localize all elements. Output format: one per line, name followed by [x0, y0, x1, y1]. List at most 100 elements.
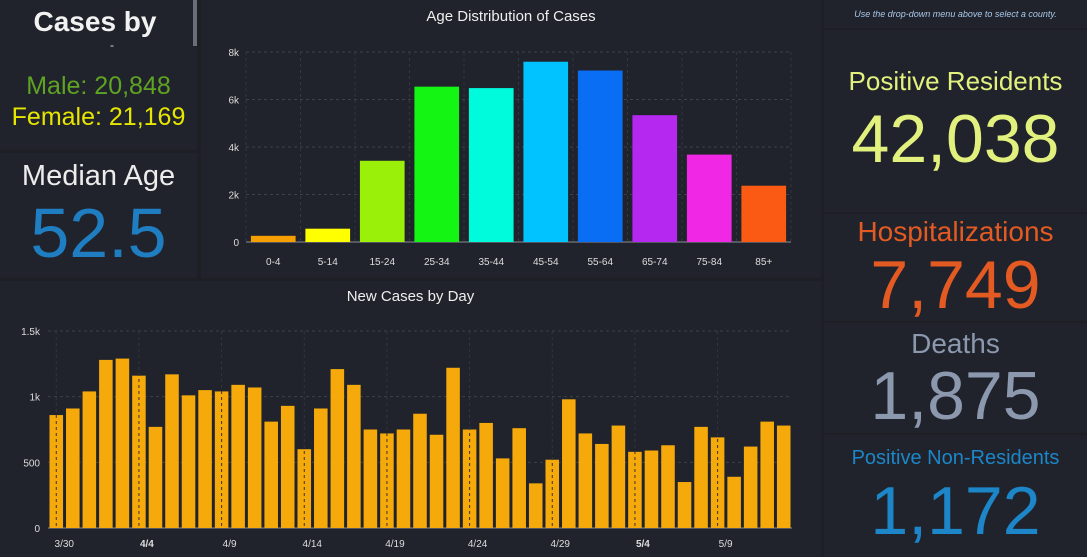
age-bar-25-34: [414, 86, 460, 242]
county-note-panel: Use the drop-down menu above to select a…: [824, 0, 1087, 28]
daily-bar-4/21: [413, 413, 427, 528]
age-chart-x-tick: 5-14: [318, 257, 338, 268]
age-chart-y-tick: 0: [233, 238, 239, 249]
age-chart-title: Age Distribution of Cases: [426, 8, 596, 25]
positive-residents-panel: Positive Residents 42,038: [824, 30, 1087, 212]
county-select-note: Use the drop-down menu above to select a…: [854, 9, 1057, 19]
positive-residents-value: 42,038: [851, 101, 1060, 177]
daily-bar-5/12: [760, 421, 774, 528]
hospitalizations-value: 7,749: [870, 247, 1041, 321]
daily-bar-4/6: [165, 374, 179, 528]
daily-chart-svg: 0 500 1k 1.5k 3/30 4/4 4/9 4/14 4/19 4/24 4/29 5/4 5…: [21, 327, 792, 550]
gender-panel-scrollbar[interactable]: [193, 0, 197, 46]
daily-chart-x-tick: 5/4: [636, 539, 650, 550]
gender-panel-title: Cases by: [33, 6, 157, 37]
daily-bar-5/10: [727, 476, 741, 528]
age-chart-x-tick: 85+: [755, 257, 772, 268]
daily-bar-4/10: [231, 384, 245, 528]
deaths-value: 1,875: [870, 358, 1041, 433]
daily-bar-4/20: [396, 429, 411, 528]
daily-chart-y-tick: 1.5k: [21, 327, 41, 338]
daily-bar-4/18: [363, 429, 378, 528]
age-chart-x-tick: 35-44: [478, 257, 504, 268]
age-bar-5-14: [305, 228, 351, 242]
daily-bar-4/17: [347, 384, 361, 528]
daily-bar-5/2: [595, 443, 609, 528]
daily-chart-x-tick: 4/4: [140, 539, 154, 550]
daily-bar-4/23: [446, 367, 460, 528]
daily-chart-x-tick: 4/14: [303, 539, 323, 550]
daily-bar-4/22: [429, 434, 444, 528]
daily-bar-4/13: [280, 405, 295, 528]
age-chart-svg: 0 2k 4k 6k 8k 0-4 5-14 15-24 25-34 35-44 45-54 55-6…: [228, 48, 792, 268]
age-chart-x-tick: 15-24: [369, 257, 395, 268]
daily-chart-y-tick: 1k: [29, 393, 41, 404]
age-bar-85+: [741, 185, 787, 242]
daily-chart-x-tick: 4/9: [223, 539, 237, 550]
deaths-label: Deaths: [911, 328, 1000, 359]
non-residents-panel: Positive Non-Residents 1,172: [824, 435, 1087, 557]
age-bar-15-24: [359, 160, 405, 242]
daily-bar-5/13: [776, 425, 791, 528]
age-chart-x-tick: 55-64: [587, 257, 613, 268]
daily-bar-4/3: [115, 358, 130, 528]
age-bar-0-4: [250, 235, 296, 242]
daily-bar-4/1: [82, 391, 97, 528]
age-chart-y-tick: 6k: [228, 96, 240, 107]
daily-bar-4/16: [330, 369, 345, 528]
daily-bar-5/7: [677, 482, 692, 528]
daily-bar-4/27: [512, 428, 526, 528]
daily-bar-4/11: [247, 387, 262, 528]
median-age-label: Median Age: [21, 160, 176, 192]
daily-bar-4/25: [479, 422, 493, 528]
daily-bar-4/2: [99, 359, 113, 528]
age-chart-x-tick: 75-84: [696, 257, 722, 268]
daily-chart-x-tick: 4/24: [468, 539, 488, 550]
daily-chart-y-tick: 500: [23, 458, 40, 469]
median-age-value: 52.5: [30, 194, 167, 272]
age-chart-y-tick: 8k: [228, 48, 240, 59]
female-count: Female: 21,169: [11, 103, 186, 131]
daily-bar-4/8: [198, 390, 212, 528]
hospitalizations-panel: Hospitalizations 7,749: [824, 214, 1087, 321]
daily-chart-x-tick: 4/29: [551, 539, 571, 550]
daily-chart-x-tick: 5/9: [719, 539, 733, 550]
daily-bar-4/24: [462, 429, 477, 528]
age-chart-x-tick: 45-54: [533, 257, 559, 268]
daily-bar-4/15: [314, 408, 328, 528]
daily-bar-5/5: [644, 450, 659, 528]
age-bar-55-64: [577, 70, 623, 243]
daily-bar-5/11: [743, 446, 758, 528]
non-residents-value: 1,172: [870, 473, 1041, 549]
daily-cases-chart: New Cases by Day 0 500 1k 1.5k 3/30 4/4 4/9 4/1…: [0, 281, 821, 557]
age-bar-65-74: [632, 115, 678, 242]
daily-chart-y-tick: 0: [34, 524, 40, 535]
daily-bar-4/26: [495, 458, 510, 528]
daily-bar-4/5: [148, 426, 163, 528]
daily-bar-5/3: [611, 425, 626, 528]
daily-bar-4/30: [562, 399, 576, 528]
age-bar-35-44: [468, 88, 514, 242]
median-age-panel: Median Age 52.5: [0, 153, 197, 278]
daily-bar-5/8: [694, 426, 708, 528]
positive-residents-label: Positive Residents: [848, 66, 1063, 96]
deaths-panel: Deaths 1,875: [824, 323, 1087, 433]
age-chart-y-tick: 4k: [228, 143, 240, 154]
daily-bar-5/6: [661, 445, 675, 528]
daily-bar-4/7: [181, 395, 196, 528]
age-chart-x-tick: 65-74: [642, 257, 668, 268]
age-chart-x-tick: 0-4: [266, 257, 281, 268]
daily-chart-x-tick: 3/30: [55, 539, 75, 550]
daily-bar-4/12: [264, 421, 278, 528]
gender-panel: Cases by - Male: 20,848 Female: 21,169: [0, 0, 197, 150]
non-residents-label: Positive Non-Residents: [851, 447, 1060, 469]
age-bar-45-54: [523, 61, 569, 242]
age-bar-75-84: [686, 154, 732, 242]
age-chart-y-tick: 2k: [228, 191, 240, 202]
age-distribution-chart: Age Distribution of Cases 0 2k 4k 6k 8k 0-4 5-…: [201, 0, 821, 278]
daily-bar-5/1: [578, 433, 593, 528]
daily-bar-4/28: [528, 483, 543, 528]
daily-bar-4/19: [380, 433, 394, 528]
male-count: Male: 20,848: [26, 72, 171, 100]
daily-chart-x-tick: 4/19: [385, 539, 405, 550]
